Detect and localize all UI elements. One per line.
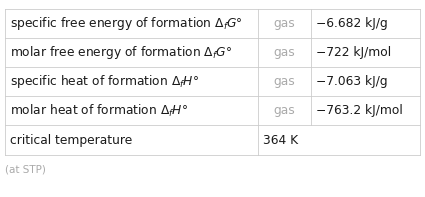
Text: −7.063 kJ/g: −7.063 kJ/g: [316, 75, 388, 88]
Text: gas: gas: [274, 17, 295, 30]
Text: critical temperature: critical temperature: [10, 134, 133, 147]
Text: specific heat of formation $\Delta_f H°$: specific heat of formation $\Delta_f H°$: [10, 73, 199, 90]
Text: gas: gas: [274, 46, 295, 59]
Text: gas: gas: [274, 104, 295, 117]
Text: −722 kJ/mol: −722 kJ/mol: [316, 46, 391, 59]
Text: 364 K: 364 K: [263, 134, 298, 147]
Text: specific free energy of formation $\Delta_f G°$: specific free energy of formation $\Delt…: [10, 15, 243, 32]
Text: −6.682 kJ/g: −6.682 kJ/g: [316, 17, 388, 30]
Text: (at STP): (at STP): [5, 164, 46, 175]
Text: molar heat of formation $\Delta_f H°$: molar heat of formation $\Delta_f H°$: [10, 103, 188, 119]
Text: gas: gas: [274, 75, 295, 88]
Text: −763.2 kJ/mol: −763.2 kJ/mol: [316, 104, 403, 117]
Text: molar free energy of formation $\Delta_f G°$: molar free energy of formation $\Delta_f…: [10, 44, 232, 61]
